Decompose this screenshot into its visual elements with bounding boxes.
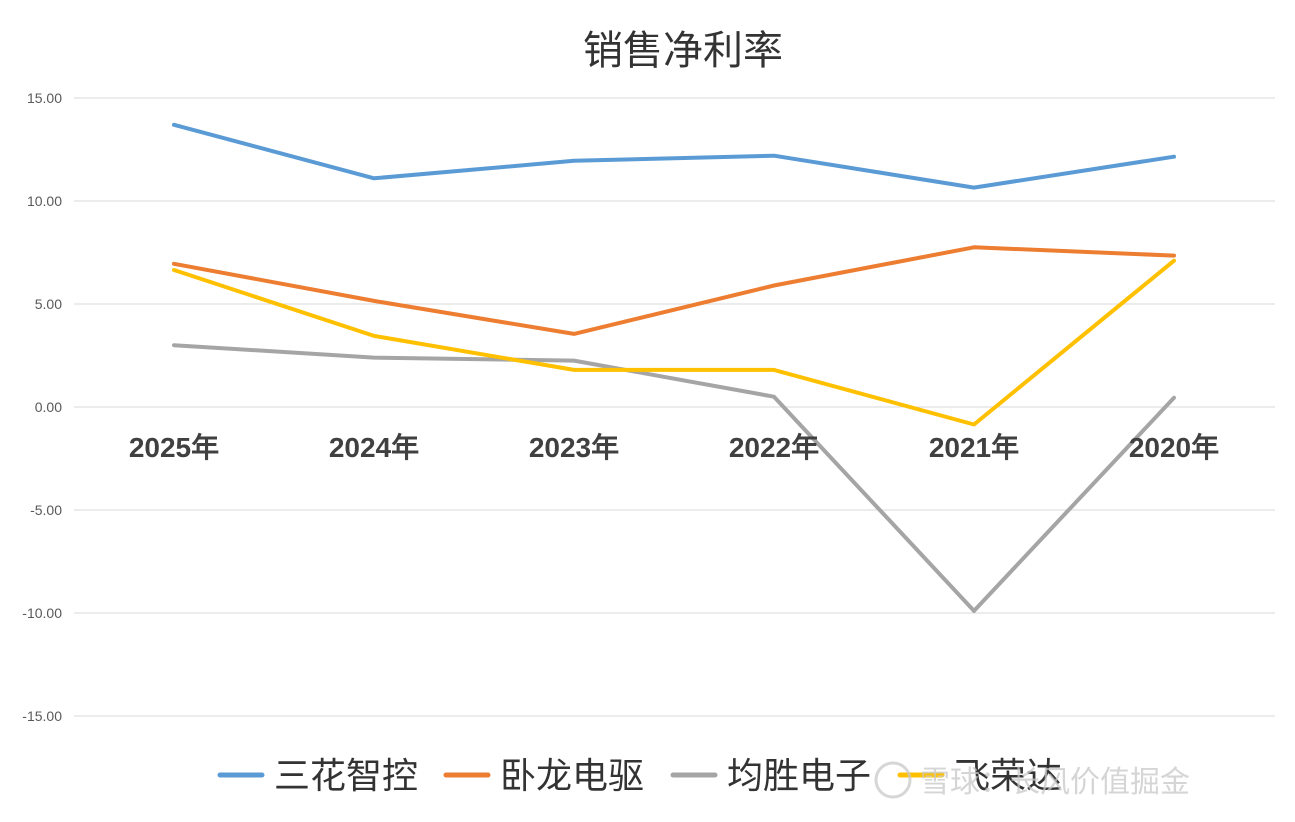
legend-label: 均胜电子 (727, 756, 871, 797)
x-tick-label: 2021年 (929, 431, 1019, 463)
x-tick-label: 2022年 (729, 431, 819, 463)
legend-label: 三花智控 (274, 756, 418, 797)
y-tick-label: -5.00 (30, 502, 62, 518)
y-tick-label: -10.00 (22, 605, 62, 621)
x-tick-label: 2020年 (1129, 431, 1219, 463)
series-line-1 (172, 122, 1176, 190)
grid-layer (74, 97, 1275, 717)
series-line-3 (172, 343, 1176, 613)
y-tick-label: 15.00 (27, 90, 62, 106)
legend: 三花智控 卧龙电驱 均胜电子 飞荣达 (217, 756, 1062, 797)
y-tick-label: -15.00 (22, 708, 62, 724)
x-tick-label: 2025年 (129, 431, 219, 463)
x-axis-ticks: 2025年 2024年 2023年 2022年 2021年 2020年 (129, 431, 1219, 463)
y-tick-label: 0.00 (35, 399, 62, 415)
chart-title: 销售净利率 (583, 28, 783, 74)
series-line-2 (172, 245, 1176, 336)
y-axis-ticks: 15.00 10.00 5.00 0.00 -5.00 -10.00 -15.00 (22, 90, 62, 724)
y-tick-label: 5.00 (35, 296, 62, 312)
snowball-logo-icon (874, 761, 912, 799)
series-line-4 (172, 258, 1176, 427)
x-tick-label: 2023年 (529, 431, 619, 463)
x-tick-label: 2024年 (329, 431, 419, 463)
y-tick-label: 10.00 (27, 193, 62, 209)
legend-label: 飞荣达 (954, 756, 1062, 797)
watermark-text: 雪球：长风价值掘金 (920, 765, 1190, 800)
legend-label: 卧龙电驱 (500, 756, 644, 797)
watermark: 雪球：长风价值掘金 (874, 761, 1190, 800)
series-layer (172, 122, 1176, 613)
